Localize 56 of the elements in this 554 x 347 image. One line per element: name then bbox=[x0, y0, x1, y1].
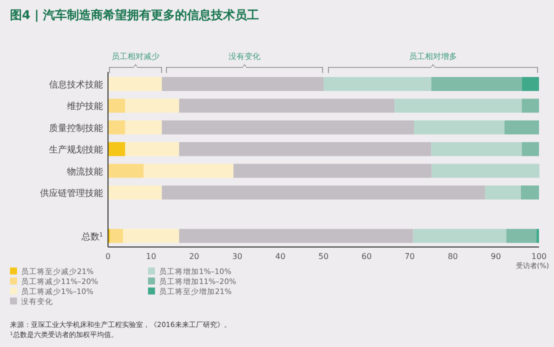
x-tick-label: 70 bbox=[404, 252, 415, 261]
bar bbox=[506, 228, 536, 243]
bar bbox=[179, 228, 414, 243]
bar bbox=[431, 142, 522, 156]
x-tick-label: 90 bbox=[490, 252, 501, 261]
bar bbox=[504, 120, 539, 134]
bar bbox=[108, 98, 126, 113]
x-tick-label: 80 bbox=[448, 252, 458, 261]
chart-title: 图4 | 汽车制造商希望拥有更多的信息技术员工 bbox=[10, 8, 260, 22]
bar bbox=[179, 142, 432, 156]
text: 员工相对增多 bbox=[409, 52, 457, 61]
x-tick-label: 20 bbox=[189, 252, 200, 261]
bar bbox=[179, 98, 395, 113]
bar bbox=[413, 228, 506, 243]
x-tick-label: 0 bbox=[105, 252, 111, 261]
bar bbox=[162, 186, 486, 200]
y-tick-label: 物流技能 bbox=[67, 166, 103, 178]
bar bbox=[522, 142, 539, 156]
bar bbox=[522, 98, 539, 113]
x-tick-label: 60 bbox=[362, 252, 372, 261]
y-tick-label: 信息技术技能 bbox=[49, 80, 103, 90]
bar bbox=[125, 120, 162, 134]
bar bbox=[414, 120, 505, 134]
y-tick-label: 质量控制技能 bbox=[49, 122, 103, 134]
bar bbox=[162, 77, 324, 91]
bar bbox=[108, 164, 144, 178]
bar bbox=[485, 186, 521, 200]
bar bbox=[125, 98, 180, 113]
bar bbox=[233, 164, 432, 178]
y-tick-label: 维护技能 bbox=[67, 101, 103, 112]
bar bbox=[108, 77, 162, 91]
bar bbox=[144, 164, 234, 178]
bar bbox=[522, 77, 539, 91]
x-tick-label: 30 bbox=[232, 252, 242, 261]
text: 没有变化 bbox=[228, 52, 260, 61]
bar bbox=[520, 186, 539, 200]
x-tick-label: 100 bbox=[531, 252, 547, 261]
x-tick-label: 10 bbox=[146, 252, 156, 261]
x-tick-label: 40 bbox=[275, 252, 286, 261]
bar bbox=[108, 186, 162, 200]
bar bbox=[432, 164, 540, 178]
bar bbox=[110, 228, 124, 243]
bar bbox=[536, 228, 539, 243]
y-tick-label: 供应链管理技能 bbox=[40, 188, 103, 199]
y-tick-label: 生产规划技能 bbox=[49, 144, 103, 156]
bar bbox=[394, 98, 522, 113]
bar bbox=[324, 77, 432, 91]
y-tick-label: 总数$^{1}$ bbox=[80, 231, 104, 242]
bar bbox=[125, 142, 180, 156]
bar bbox=[162, 120, 414, 134]
bar bbox=[123, 228, 180, 243]
bar bbox=[108, 120, 126, 134]
x-tick-label: 50 bbox=[318, 252, 329, 261]
bar bbox=[431, 77, 522, 91]
text: 员工相对减少 bbox=[112, 52, 160, 61]
bar bbox=[108, 142, 126, 156]
